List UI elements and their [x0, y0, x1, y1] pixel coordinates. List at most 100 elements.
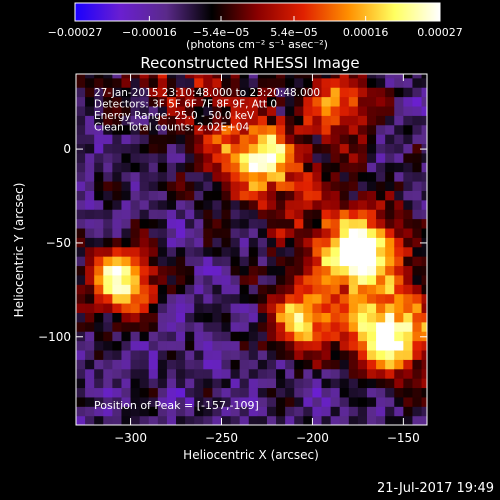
annotation-line: 27-Jan-2015 23:10:48.000 to 23:20:48.000	[94, 87, 320, 99]
heatmap-cell	[357, 74, 368, 79]
heatmap-cell	[166, 209, 177, 220]
heatmap-cell	[230, 105, 241, 116]
heatmap-cell	[148, 274, 159, 285]
heatmap-cell	[330, 265, 341, 276]
heatmap-cell	[85, 171, 95, 182]
heatmap-cell	[221, 77, 232, 88]
heatmap-cell	[394, 274, 404, 285]
heatmap-cell	[166, 368, 177, 379]
heatmap-cell	[157, 293, 168, 304]
heatmap-cell	[312, 274, 323, 285]
heatmap-cell	[139, 162, 150, 173]
heatmap-cell	[421, 378, 427, 389]
heatmap-cell	[230, 293, 241, 304]
heatmap-cell	[221, 387, 232, 398]
heatmap-cell	[221, 209, 232, 220]
heatmap-cell	[166, 340, 177, 351]
heatmap-cell	[157, 274, 168, 285]
heatmap-cell	[230, 87, 241, 98]
heatmap-cell	[394, 349, 404, 360]
heatmap-cell	[148, 96, 159, 107]
heatmap-cell	[366, 124, 377, 135]
heatmap-cell	[403, 246, 414, 257]
heatmap-cell	[230, 387, 241, 398]
heatmap-cell	[321, 293, 332, 304]
heatmap-cell	[376, 143, 386, 154]
heatmap-cell	[194, 274, 204, 285]
heatmap-cell	[276, 237, 286, 248]
heatmap-cell	[421, 180, 427, 191]
heatmap-cell	[357, 340, 368, 351]
heatmap-cell	[130, 312, 141, 323]
heatmap-cell	[130, 237, 141, 248]
heatmap-cell	[266, 349, 277, 360]
heatmap-cell	[276, 77, 286, 88]
heatmap-cell	[166, 77, 177, 88]
heatmap-cell	[176, 199, 186, 210]
heatmap-cell	[166, 265, 177, 276]
heatmap-cell	[257, 124, 268, 135]
heatmap-cell	[266, 302, 277, 313]
heatmap-cell	[185, 256, 195, 267]
heatmap-cell	[403, 274, 414, 285]
heatmap-cell	[257, 321, 268, 332]
heatmap-cell	[312, 190, 323, 201]
heatmap-cell	[348, 227, 359, 238]
heatmap-cell	[166, 190, 177, 201]
heatmap-cell	[266, 331, 277, 342]
heatmap-cell	[185, 143, 195, 154]
heatmap-cell	[212, 87, 223, 98]
heatmap-cell	[376, 227, 386, 238]
heatmap-cell	[385, 209, 395, 220]
heatmap-cell	[194, 237, 204, 248]
heatmap-cell	[294, 331, 304, 342]
heatmap-cell	[103, 134, 113, 145]
heatmap-cell	[76, 321, 86, 332]
heatmap-cell	[157, 378, 168, 389]
heatmap-cell	[248, 134, 259, 145]
heatmap-cell	[94, 406, 104, 417]
heatmap-cell	[303, 415, 314, 425]
heatmap-cell	[412, 415, 423, 425]
heatmap-cell	[321, 378, 332, 389]
heatmap-cell	[312, 143, 323, 154]
heatmap-cell	[412, 199, 423, 210]
heatmap-cell	[212, 162, 223, 173]
heatmap-cell	[303, 180, 314, 191]
y-axis-label: Heliocentric Y (arcsec)	[12, 183, 26, 318]
heatmap-cell	[112, 199, 123, 210]
heatmap-cell	[321, 265, 332, 276]
heatmap-cell	[294, 340, 304, 351]
heatmap-cell	[266, 359, 277, 370]
heatmap-cell	[276, 134, 286, 145]
heatmap-cell	[294, 406, 304, 417]
heatmap-cell	[366, 359, 377, 370]
heatmap-cell	[248, 302, 259, 313]
heatmap-cell	[239, 312, 250, 323]
heatmap-cell	[185, 237, 195, 248]
heatmap-cell	[148, 359, 159, 370]
heatmap-cell	[266, 74, 277, 79]
heatmap-cell	[121, 378, 132, 389]
heatmap-cell	[321, 340, 332, 351]
heatmap-cell	[121, 143, 132, 154]
heatmap-cell	[176, 171, 186, 182]
heatmap-cell	[212, 349, 223, 360]
heatmap-cell	[112, 237, 123, 248]
heatmap-cell	[330, 415, 341, 425]
heatmap-cell	[294, 134, 304, 145]
heatmap-cell	[203, 387, 213, 398]
heatmap-cell	[403, 340, 414, 351]
heatmap-cell	[85, 96, 95, 107]
heatmap-cell	[76, 387, 86, 398]
heatmap-cell	[394, 124, 404, 135]
heatmap-cell	[412, 96, 423, 107]
heatmap-cell	[157, 143, 168, 154]
heatmap-cell	[176, 321, 186, 332]
heatmap-cell	[221, 312, 232, 323]
heatmap-cell	[103, 237, 113, 248]
heatmap-cell	[94, 171, 104, 182]
heatmap-cell	[239, 378, 250, 389]
heatmap-cell	[94, 415, 104, 425]
heatmap-cell	[176, 162, 186, 173]
